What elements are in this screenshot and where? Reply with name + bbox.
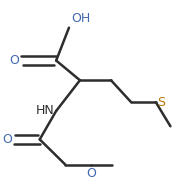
Text: O: O: [86, 167, 96, 180]
Text: O: O: [2, 133, 12, 146]
Text: S: S: [158, 96, 166, 109]
Text: HN: HN: [36, 105, 54, 117]
Text: O: O: [10, 54, 20, 67]
Text: OH: OH: [71, 12, 90, 26]
